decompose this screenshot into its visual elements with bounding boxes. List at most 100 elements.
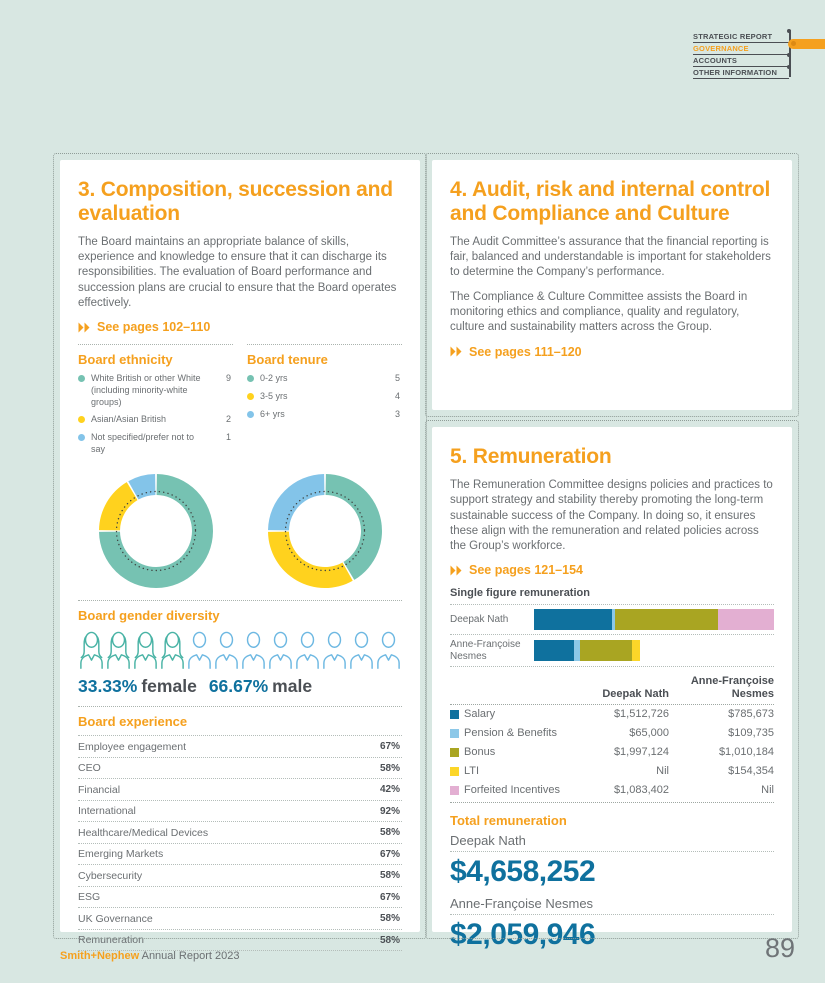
experience-value: 42% — [379, 784, 400, 796]
see-pages-link[interactable]: See pages 102–110 — [78, 320, 402, 334]
remuneration-table: Deepak Nath Anne-Françoise Nesmes Salary… — [450, 675, 774, 804]
executive-name: Deepak Nath — [450, 833, 774, 853]
experience-bar-track — [214, 868, 374, 884]
nav-item-label: ACCOUNTS — [693, 56, 789, 67]
experience-bar-track — [214, 760, 374, 776]
board-tenure-heading: Board tenure — [247, 352, 328, 368]
cell-value: $65,000 — [629, 727, 669, 740]
female-person-icon — [134, 632, 157, 670]
nav-item-strategic-report[interactable]: STRATEGIC REPORT — [685, 26, 825, 43]
see-pages-label: See pages 102–110 — [97, 320, 211, 335]
male-person-icon — [323, 632, 346, 670]
table-row: Forfeited Incentives $1,083,402 Nil — [450, 781, 774, 804]
experience-label: International — [78, 805, 136, 818]
experience-value: 67% — [379, 848, 400, 860]
gender-pictogram — [78, 629, 402, 670]
see-pages-link[interactable]: See pages 111–120 — [450, 345, 774, 359]
male-person-icon — [188, 632, 211, 670]
experience-bar-track — [214, 803, 374, 819]
legend-dot-icon — [78, 434, 85, 442]
page-number: 89 — [764, 933, 795, 963]
experience-row: Cybersecurity 58% — [78, 865, 402, 887]
female-percentage: 33.33% — [78, 676, 138, 697]
nav-item-governance[interactable]: GOVERNANCE — [685, 38, 825, 55]
card-body: The Board maintains an appropriate balan… — [78, 235, 397, 309]
series-color-icon — [450, 766, 459, 776]
legend-value: 1 — [225, 432, 231, 443]
nav-item-accounts[interactable]: ACCOUNTS — [685, 50, 825, 67]
male-person-icon — [377, 632, 400, 670]
experience-bar-track — [214, 932, 374, 948]
legend-label: 3-5 yrs — [260, 390, 288, 401]
nav-dot-icon — [787, 29, 791, 33]
experience-value: 58% — [379, 934, 400, 946]
legend-value: 9 — [225, 373, 231, 384]
donut-segment — [325, 474, 382, 581]
legend-dot-icon — [247, 375, 254, 383]
experience-row: CEO 58% — [78, 758, 402, 780]
experience-row: UK Governance 58% — [78, 908, 402, 930]
experience-row: Healthcare/Medical Devices 58% — [78, 822, 402, 844]
female-person-icon — [80, 632, 103, 670]
male-person-icon — [350, 632, 373, 670]
legend-value: 5 — [394, 373, 400, 384]
experience-label: Healthcare/Medical Devices — [78, 826, 209, 839]
legend-label: White British or other White (including … — [91, 373, 201, 407]
donut-dotted-ring — [115, 491, 196, 572]
experience-label: Remuneration — [78, 934, 144, 947]
stacked-segment-forfeited-incentives — [718, 609, 774, 631]
legend-value: 2 — [225, 414, 231, 425]
stacked-bar-row: Anne-Françoise Nesmes — [450, 635, 774, 668]
series-color-icon — [450, 709, 459, 719]
experience-value: 67% — [379, 741, 400, 753]
brand-name: Smith+Nephew — [60, 950, 140, 962]
row-label: LTI — [450, 765, 574, 777]
experience-bar-track — [214, 911, 374, 927]
stacked-segment-bonus — [615, 609, 719, 631]
stacked-bar-label: Deepak Nath — [450, 614, 509, 626]
experience-label: Financial — [78, 783, 121, 796]
card-composition-succession-evaluation: 3. Composition, succession and evaluatio… — [53, 153, 427, 952]
legend-item: 0-2 yrs 5 — [247, 373, 402, 385]
donut-segment — [98, 474, 213, 589]
card-title: 4. Audit, risk and internal control and … — [450, 178, 771, 225]
cell-value: $109,735 — [728, 727, 774, 740]
male-person-icon — [242, 632, 265, 670]
experience-value: 58% — [379, 827, 400, 839]
see-pages-link[interactable]: See pages 121–154 — [450, 563, 774, 577]
experience-row: International 92% — [78, 801, 402, 823]
card-audit-risk-internal-control: 4. Audit, risk and internal control and … — [425, 153, 799, 417]
column-header: Deepak Nath — [602, 687, 669, 700]
experience-value: 58% — [379, 913, 400, 925]
card-body: The Remuneration Committee designs polic… — [450, 478, 773, 553]
experience-bar-track — [214, 846, 374, 862]
divider — [78, 706, 402, 708]
board-experience-chart: Employee engagement 67% CEO 58% Financia… — [78, 735, 402, 952]
board-tenure-donut — [247, 471, 402, 591]
legend-item: White British or other White (including … — [78, 373, 233, 408]
cell-value: $1,010,184 — [718, 746, 774, 759]
board-experience-heading: Board experience — [78, 714, 188, 730]
experience-bar-track — [214, 889, 374, 905]
section-nav: STRATEGIC REPORT GOVERNANCE ACCOUNTS OTH… — [685, 26, 825, 79]
nav-item-other-information[interactable]: OTHER INFORMATION — [685, 62, 825, 79]
legend-item: 6+ yrs 3 — [247, 409, 402, 421]
row-label: Pension & Benefits — [450, 727, 574, 739]
cell-value: Nil — [761, 784, 774, 797]
executive-name: Anne-Françoise Nesmes — [450, 896, 774, 916]
stacked-segment-pension-benefits — [574, 640, 581, 662]
stacked-segment-bonus — [580, 640, 633, 662]
experience-bar-track — [214, 739, 374, 755]
cell-value: $1,512,726 — [613, 708, 669, 721]
row-label: Forfeited Incentives — [450, 784, 574, 796]
male-label: male — [272, 676, 313, 697]
experience-row: Remuneration 58% — [78, 930, 402, 952]
see-pages-label: See pages 121–154 — [469, 563, 583, 578]
female-person-icon — [161, 632, 184, 670]
experience-bar-track — [214, 825, 374, 841]
total-amount: $2,059,946 — [450, 918, 596, 952]
donut-segment — [98, 482, 138, 531]
nav-dot-icon — [787, 53, 791, 57]
cell-value: $1,083,402 — [613, 784, 669, 797]
legend-dot-icon — [78, 375, 85, 383]
